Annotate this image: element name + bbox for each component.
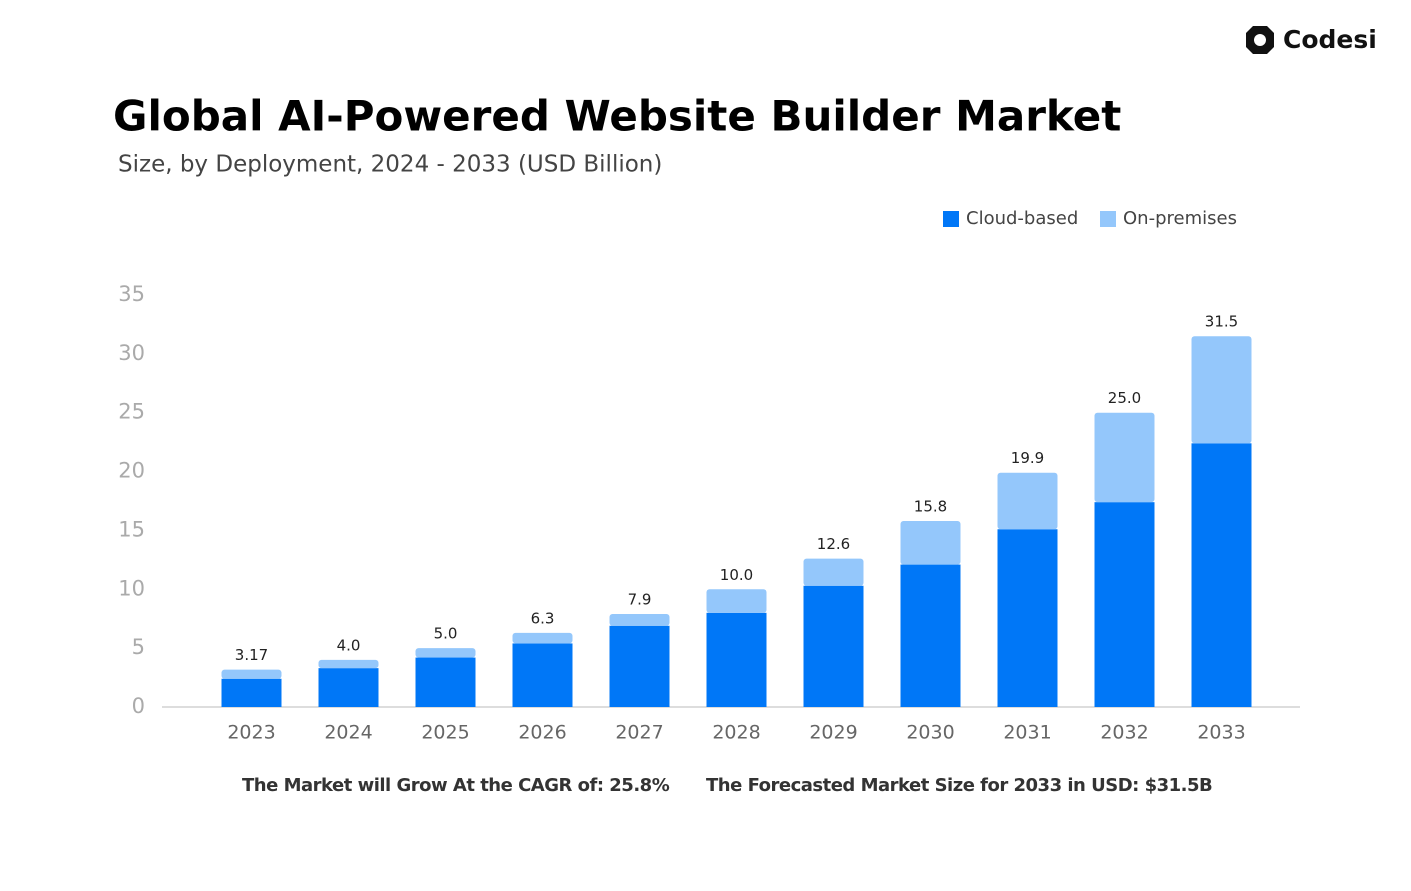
bar-segment xyxy=(221,669,282,679)
logo-icon-hole xyxy=(1254,34,1266,46)
value-label: 25.0 xyxy=(1108,389,1141,407)
bar-segment xyxy=(1191,336,1252,444)
bar-segment xyxy=(318,659,379,669)
bar-segment xyxy=(803,585,864,707)
bar-segment xyxy=(706,589,767,613)
x-tick-label: 2030 xyxy=(906,722,954,744)
brand: Codesi xyxy=(1283,25,1377,54)
legend-label: On-premises xyxy=(1123,208,1237,229)
value-label: 7.9 xyxy=(628,591,652,609)
y-tick-label: 0 xyxy=(132,694,145,718)
bar-segment xyxy=(609,625,670,707)
logo: Codesi xyxy=(1246,25,1377,54)
legend-swatch xyxy=(1100,211,1116,227)
x-tick-label: 2028 xyxy=(712,722,760,744)
value-label: 3.17 xyxy=(235,646,268,664)
y-tick-label: 25 xyxy=(118,400,145,424)
y-tick-label: 5 xyxy=(132,635,145,659)
x-tick-label: 2025 xyxy=(421,722,469,744)
bar-segment xyxy=(997,472,1058,530)
annotation: The Forecasted Market Size for 2033 in U… xyxy=(706,775,1212,796)
bar-segment xyxy=(803,558,864,586)
x-tick-label: 2033 xyxy=(1197,722,1245,744)
bar-segment xyxy=(318,668,379,707)
x-tick-label: 2024 xyxy=(324,722,372,744)
legend-swatch xyxy=(943,211,959,227)
y-tick-label: 20 xyxy=(118,459,145,483)
value-label: 5.0 xyxy=(434,625,458,643)
x-tick-label: 2031 xyxy=(1003,722,1051,744)
bar-segment xyxy=(415,657,476,707)
value-label: 4.0 xyxy=(337,636,361,654)
value-label: 10.0 xyxy=(720,566,753,584)
bar-segment xyxy=(609,614,670,626)
x-tick-label: 2023 xyxy=(227,722,275,744)
bar-segment xyxy=(1191,443,1252,707)
bar-segment xyxy=(900,564,961,707)
bar-segment xyxy=(1094,412,1155,503)
bar-segment xyxy=(706,612,767,707)
y-tick-label: 30 xyxy=(118,341,145,365)
bar-segment xyxy=(997,529,1058,707)
bar-segment xyxy=(221,678,282,707)
y-tick-label: 10 xyxy=(118,576,145,600)
y-tick-label: 35 xyxy=(118,282,145,306)
bar-segment xyxy=(415,648,476,658)
value-label: 6.3 xyxy=(531,609,555,627)
value-label: 15.8 xyxy=(914,498,947,516)
chart-title: Global AI-Powered Website Builder Market xyxy=(113,92,1121,141)
value-label: 12.6 xyxy=(817,535,850,553)
value-label: 31.5 xyxy=(1205,313,1238,331)
bar-segment xyxy=(1094,502,1155,707)
bar-segment xyxy=(900,521,961,565)
x-tick-label: 2032 xyxy=(1100,722,1148,744)
annotation: The Market will Grow At the CAGR of: 25.… xyxy=(242,775,670,796)
bar-segment xyxy=(512,643,573,707)
value-label: 19.9 xyxy=(1011,449,1044,467)
legend-label: Cloud-based xyxy=(966,208,1078,229)
chart-subtitle: Size, by Deployment, 2024 - 2033 (USD Bi… xyxy=(118,152,662,178)
bar-segment xyxy=(512,632,573,644)
x-tick-label: 2029 xyxy=(809,722,857,744)
y-tick-label: 15 xyxy=(118,517,145,541)
x-tick-label: 2027 xyxy=(615,722,663,744)
x-tick-label: 2026 xyxy=(518,722,566,744)
